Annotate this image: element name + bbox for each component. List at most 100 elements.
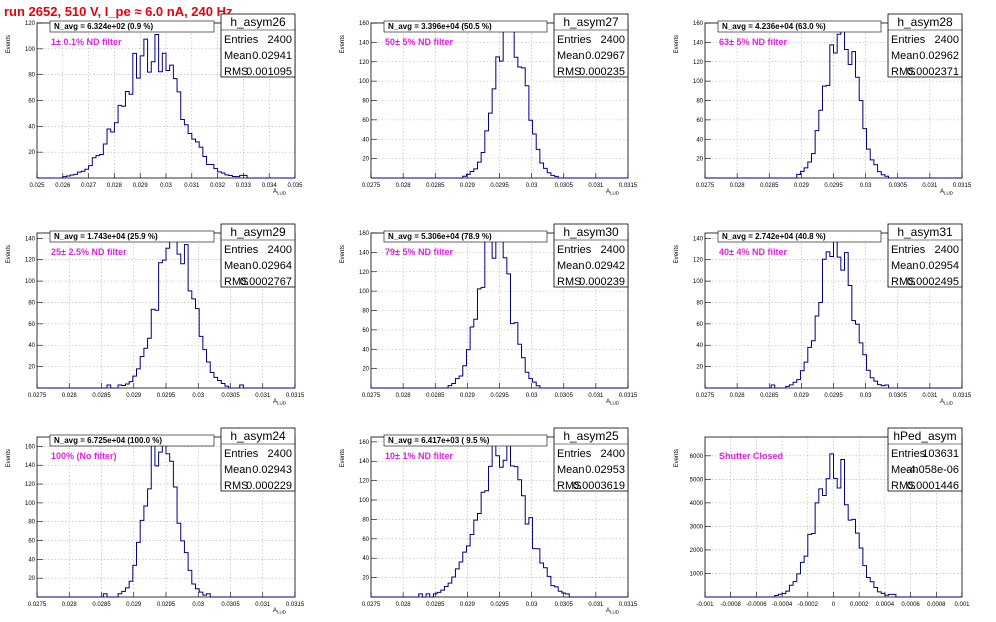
stats-title: h_asym31 [897, 225, 953, 239]
y-tick-label: 160 [359, 440, 370, 446]
filter-note: 79± 5% ND filter [385, 247, 453, 257]
histogram-panel-h_asym29: 0.0275 0.028 0.0285 0.029 0.0295 0.03 0.0305 0.… [6, 223, 305, 406]
stats-value-rms: 0.0003619 [573, 480, 625, 492]
x-tick-label: 0.034 [262, 183, 278, 189]
navg-box [383, 20, 548, 33]
y-tick-label: 80 [362, 309, 369, 315]
x-tick-label: 0.029 [133, 183, 149, 189]
y-tick-label: 60 [362, 118, 369, 124]
y-tick-label: 80 [28, 300, 35, 306]
stats-label-rms: RMS [224, 480, 248, 492]
x-tick-label: 0.03 [160, 183, 172, 189]
y-tick-label: 100 [359, 498, 370, 504]
stats-box [220, 427, 296, 492]
x-axis-title: ALUD [940, 189, 954, 196]
x-tick-label: -0.0006 [746, 602, 767, 608]
navg-box [49, 434, 215, 447]
x-tick-label: 0.029 [460, 602, 476, 608]
y-tick-label: 120 [359, 479, 370, 485]
y-axis-title: Events [674, 35, 680, 53]
y-tick-label: 20 [696, 365, 703, 371]
y-tick-label: 100 [359, 79, 370, 85]
x-axis-title: ALUD [273, 399, 287, 406]
x-axis-title: ALUD [606, 189, 620, 196]
y-tick-label: 20 [696, 157, 703, 163]
stats-box [220, 223, 296, 288]
stats-value-mean: 0.02943 [252, 464, 292, 476]
stats-value-mean: -4.058e-06 [906, 464, 959, 476]
x-tick-label: 0.028 [107, 183, 123, 189]
y-tick-label: 40 [28, 124, 35, 130]
stats-label-mean: Mean [224, 464, 252, 476]
x-tick-label: 0.03 [860, 183, 872, 189]
y-tick-label: 40 [362, 347, 369, 353]
filter-note: 63± 5% ND filter [719, 37, 787, 47]
y-tick-label: 140 [693, 40, 704, 46]
y-tick-label: 4000 [690, 501, 704, 507]
x-tick-label: 0.0315 [619, 602, 638, 608]
stats-value-entries: 103631 [922, 448, 959, 460]
stats-label-mean: Mean [891, 464, 919, 476]
y-axis-title: Events [6, 35, 12, 53]
stats-label-entries: Entries [557, 448, 592, 460]
stats-label-rms: RMS [224, 66, 248, 78]
navg-label: N_avg = 4.236e+04 (63.0 %) [722, 22, 826, 31]
stats-label-entries: Entries [557, 34, 592, 46]
x-tick-label: 0.031 [255, 393, 271, 399]
y-tick-label: 20 [28, 150, 35, 156]
y-tick-label: 120 [693, 258, 704, 264]
navg-box [717, 20, 882, 33]
stats-value-rms: 0.001095 [246, 66, 292, 78]
stats-label-entries: Entries [891, 448, 926, 460]
histogram-series [705, 232, 962, 389]
x-tick-label: 0.0305 [555, 393, 574, 399]
stats-title: h_asym26 [230, 15, 286, 29]
histogram-series [37, 232, 295, 389]
y-axis-title: Events [340, 35, 346, 53]
x-tick-label: 0.0305 [555, 183, 574, 189]
stats-box [553, 223, 629, 288]
stats-title: h_asym29 [230, 225, 286, 239]
stats-label-mean: Mean [891, 50, 919, 62]
stats-value-mean: 0.02941 [252, 50, 292, 62]
x-axis-title: ALUD [273, 608, 287, 615]
x-tick-label: 0.028 [396, 602, 412, 608]
y-tick-label: 100 [25, 279, 36, 285]
y-tick-label: 1000 [690, 571, 704, 577]
x-tick-label: 0.029 [126, 602, 142, 608]
x-tick-label: 0.028 [62, 602, 78, 608]
y-tick-label: 40 [696, 343, 703, 349]
histogram-panel-hPed_asym: -0.001 -0.0008 -0.0006 -0.0004 -0.0002 0 0.000… [674, 427, 970, 608]
y-tick-label: 20 [28, 576, 35, 582]
y-tick-label: 80 [28, 520, 35, 526]
stats-value-rms: 0.0002371 [907, 66, 959, 78]
y-tick-label: 80 [28, 73, 35, 79]
x-tick-label: 0.029 [794, 393, 810, 399]
y-axis-title: Events [6, 245, 12, 263]
y-tick-label: 100 [25, 47, 36, 53]
y-tick-label: 20 [362, 367, 369, 373]
x-tick-label: 0.031 [588, 602, 604, 608]
y-tick-label: 100 [693, 79, 704, 85]
y-tick-label: 40 [362, 556, 369, 562]
stats-value-entries: 2400 [935, 34, 959, 46]
navg-label: N_avg = 6.324e+02 (0.9 %) [54, 22, 154, 31]
x-tick-label: 0.0008 [927, 602, 946, 608]
x-axis-title: ALUD [606, 399, 620, 406]
x-tick-label: 0.026 [55, 183, 71, 189]
y-tick-label: 140 [25, 463, 36, 469]
navg-box [717, 230, 882, 243]
histogram-series [371, 436, 628, 598]
navg-box [383, 434, 548, 447]
y-tick-label: 100 [359, 289, 370, 295]
y-tick-label: 140 [359, 40, 370, 46]
stats-label-mean: Mean [557, 260, 585, 272]
y-axis-title: Events [674, 245, 680, 263]
y-tick-label: 160 [359, 231, 370, 237]
x-tick-label: 0.031 [588, 183, 604, 189]
stats-value-entries: 2400 [601, 448, 625, 460]
x-tick-label: 0.028 [62, 393, 78, 399]
stats-label-rms: RMS [557, 66, 581, 78]
y-tick-label: 20 [362, 157, 369, 163]
x-tick-label: 0.0315 [286, 602, 305, 608]
